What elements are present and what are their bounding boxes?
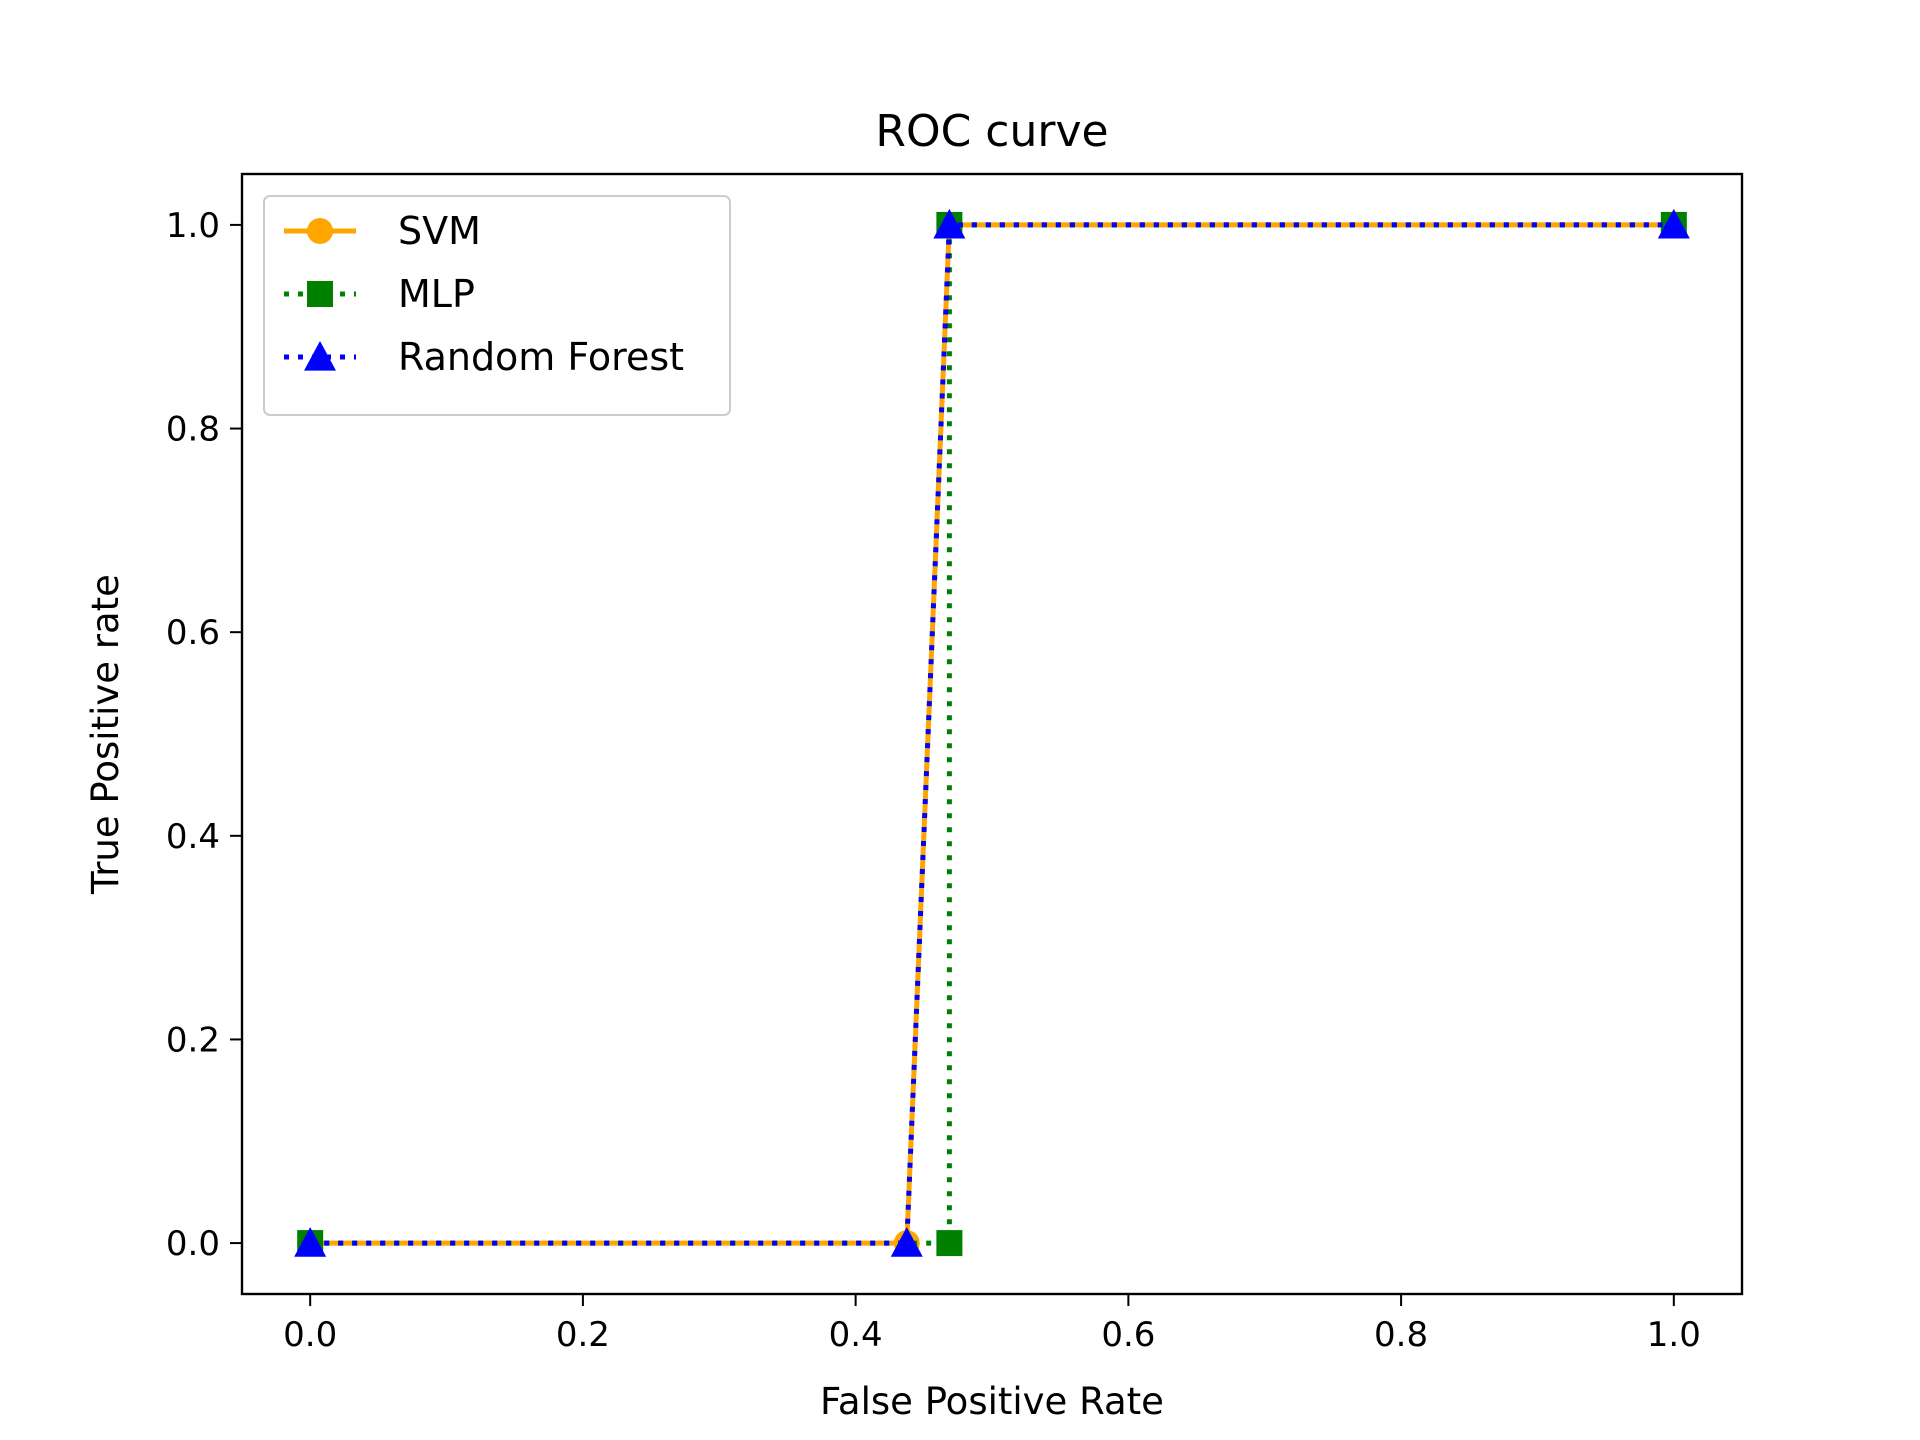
legend-marker-random-forest: [304, 341, 336, 371]
legend-label-mlp: MLP: [398, 272, 475, 316]
legend-label-random-forest: Random Forest: [398, 335, 684, 379]
data-point-random-forest: [294, 1227, 327, 1257]
data-point-random-forest: [933, 208, 966, 239]
x-tick-label: 1.0: [1647, 1315, 1701, 1355]
legend-item-svm: SVM: [284, 209, 481, 253]
y-axis-title: True Positive rate: [84, 574, 127, 895]
x-tick-label: 0.4: [829, 1315, 883, 1355]
x-tick-label: 0.0: [283, 1315, 337, 1355]
chart-title: ROC curve: [875, 106, 1108, 157]
data-point-random-forest: [1657, 208, 1690, 239]
series-random-forest: [294, 208, 1690, 1257]
plot-series: [294, 208, 1690, 1257]
y-tick-label: 0.6: [166, 613, 220, 653]
legend-marker-svm: [307, 218, 333, 244]
legend-item-mlp: MLP: [284, 272, 475, 316]
legend-box: [263, 195, 731, 416]
plot-frame: [240, 172, 1744, 1296]
legend-marker-mlp: [307, 281, 333, 307]
y-tick-label: 0.0: [166, 1224, 220, 1264]
legend-item-random-forest: Random Forest: [284, 335, 684, 379]
y-tick-label: 0.4: [166, 817, 220, 857]
data-point-mlp: [936, 1230, 963, 1257]
legend: SVM MLP Random Forest: [263, 195, 731, 416]
data-point-random-forest: [890, 1227, 923, 1257]
y-tick-label: 0.2: [166, 1020, 220, 1060]
y-tick-label: 0.8: [166, 410, 220, 450]
series-line-random-forest: [310, 222, 1674, 1246]
x-axis-title: False Positive Rate: [820, 1380, 1164, 1423]
x-tick-label: 0.2: [556, 1315, 610, 1355]
x-tick-label: 0.8: [1374, 1315, 1428, 1355]
legend-label-svm: SVM: [398, 209, 481, 253]
y-tick-label: 1.0: [166, 206, 220, 246]
axis-ticks: 0.0 0.2 0.4 0.6 0.8 1.0 0.0 0.2 0.4 0.6 0.8 1.0: [166, 206, 1701, 1355]
x-tick-label: 0.6: [1101, 1315, 1155, 1355]
